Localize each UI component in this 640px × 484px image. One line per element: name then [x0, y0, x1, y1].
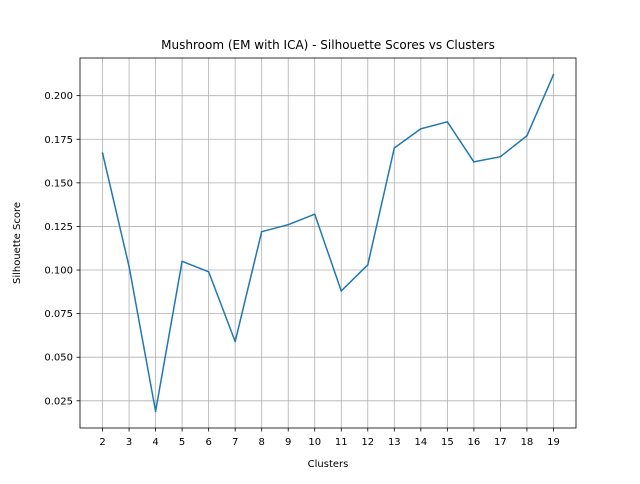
grid-lines [80, 58, 576, 428]
data-point [101, 152, 104, 155]
data-point [393, 147, 396, 149]
x-tick-label: 18 [521, 437, 534, 448]
x-tick-label: 6 [205, 437, 211, 448]
data-point [128, 265, 130, 268]
data-point [366, 263, 369, 266]
y-tick-label: 0.075 [44, 309, 73, 320]
x-tick-label: 14 [414, 437, 427, 448]
x-axis-label: Clusters [308, 459, 349, 470]
data-point [473, 161, 475, 163]
x-tick-label: 3 [126, 437, 132, 448]
data-point [181, 260, 183, 263]
x-tick-label: 8 [259, 437, 265, 448]
x-tick-label: 19 [547, 437, 560, 448]
y-axis-ticks: 0.025 0.050 0.075 0.100 0.125 0.150 0.175 0.200 [44, 91, 80, 407]
y-tick-label: 0.050 [44, 353, 73, 364]
x-tick-label: 12 [361, 437, 374, 448]
data-point [340, 290, 343, 292]
x-tick-label: 13 [388, 437, 401, 448]
x-tick-label: 2 [99, 437, 105, 448]
x-tick-label: 17 [494, 437, 507, 448]
plot-frame [79, 57, 577, 429]
x-tick-label: 16 [468, 437, 481, 448]
y-tick-label: 0.175 [44, 135, 73, 146]
series-layer [101, 73, 555, 413]
y-tick-label: 0.200 [44, 91, 73, 102]
data-point [526, 134, 528, 137]
data-point [446, 121, 449, 123]
data-point [499, 155, 502, 158]
x-axis-ticks: 2 3 4 5 6 7 8 9 10 11 12 13 14 15 16 17 18 19 [99, 428, 560, 448]
data-point [154, 410, 157, 413]
x-tick-label: 11 [335, 437, 348, 448]
x-tick-label: 9 [285, 437, 291, 448]
y-tick-label: 0.125 [44, 222, 73, 233]
y-tick-label: 0.150 [44, 178, 73, 189]
x-tick-label: 15 [441, 437, 454, 448]
data-point [260, 230, 263, 233]
series-line [101, 73, 555, 413]
x-tick-label: 10 [308, 437, 321, 448]
data-point [420, 127, 422, 130]
chart-title: Mushroom (EM with ICA) - Silhouette Scor… [161, 38, 495, 52]
y-axis-label: Silhouette Score [12, 202, 23, 284]
y-tick-label: 0.100 [44, 266, 73, 277]
x-tick-label: 5 [179, 437, 185, 448]
data-point [207, 270, 210, 273]
data-point [287, 223, 290, 226]
data-point [552, 73, 555, 76]
data-point [234, 340, 236, 343]
x-tick-label: 7 [232, 437, 238, 448]
y-tick-label: 0.025 [44, 396, 73, 407]
data-point [313, 213, 316, 216]
x-tick-label: 4 [152, 437, 158, 448]
